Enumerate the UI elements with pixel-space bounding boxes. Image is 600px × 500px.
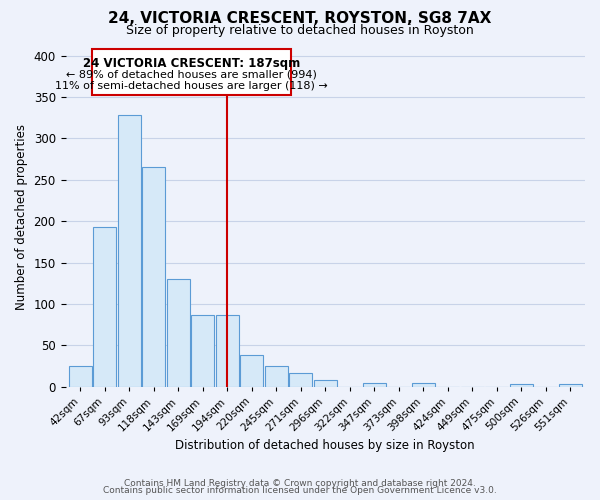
Bar bbox=[314, 380, 337, 386]
Text: Contains HM Land Registry data © Crown copyright and database right 2024.: Contains HM Land Registry data © Crown c… bbox=[124, 478, 476, 488]
Bar bbox=[509, 384, 533, 386]
Text: Size of property relative to detached houses in Royston: Size of property relative to detached ho… bbox=[126, 24, 474, 37]
Bar bbox=[167, 279, 190, 386]
Bar bbox=[142, 166, 166, 386]
Bar bbox=[289, 372, 313, 386]
FancyBboxPatch shape bbox=[92, 49, 291, 96]
Y-axis label: Number of detached properties: Number of detached properties bbox=[15, 124, 28, 310]
Bar bbox=[191, 314, 214, 386]
Bar bbox=[68, 366, 92, 386]
Text: 24, VICTORIA CRESCENT, ROYSTON, SG8 7AX: 24, VICTORIA CRESCENT, ROYSTON, SG8 7AX bbox=[109, 11, 491, 26]
Bar bbox=[93, 227, 116, 386]
Text: ← 89% of detached houses are smaller (994): ← 89% of detached houses are smaller (99… bbox=[66, 70, 317, 80]
Bar bbox=[240, 355, 263, 386]
Bar bbox=[215, 314, 239, 386]
Bar bbox=[265, 366, 288, 386]
Bar bbox=[412, 382, 435, 386]
X-axis label: Distribution of detached houses by size in Royston: Distribution of detached houses by size … bbox=[175, 440, 475, 452]
Bar bbox=[362, 382, 386, 386]
Bar bbox=[559, 384, 582, 386]
Bar bbox=[118, 116, 141, 386]
Text: Contains public sector information licensed under the Open Government Licence v3: Contains public sector information licen… bbox=[103, 486, 497, 495]
Text: 11% of semi-detached houses are larger (118) →: 11% of semi-detached houses are larger (… bbox=[55, 82, 328, 92]
Text: 24 VICTORIA CRESCENT: 187sqm: 24 VICTORIA CRESCENT: 187sqm bbox=[83, 56, 301, 70]
